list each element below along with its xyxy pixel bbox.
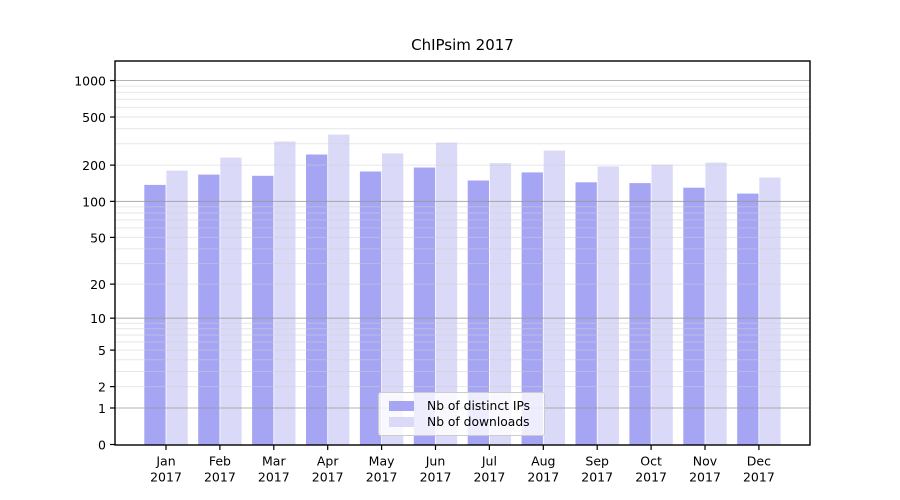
- y-tick-label-5: 5: [98, 343, 106, 358]
- x-tick-label-year-sep: 2017: [581, 470, 613, 485]
- bar-mar-downloads: [274, 141, 296, 445]
- bar-oct-distinct-ips: [629, 183, 651, 445]
- legend-item-downloads: Nb of downloads: [389, 416, 538, 428]
- bar-feb-downloads: [220, 157, 242, 445]
- bar-aug-distinct-ips: [521, 172, 543, 445]
- bar-jan-distinct-ips: [144, 184, 166, 445]
- x-tick-label-month-aug: Aug: [531, 454, 555, 469]
- x-tick-label-year-jun: 2017: [420, 470, 452, 485]
- x-tick-label-year-jan: 2017: [150, 470, 182, 485]
- bar-mar-distinct-ips: [252, 175, 274, 446]
- x-tick-label-year-aug: 2017: [527, 470, 559, 485]
- bar-may-distinct-ips: [359, 171, 382, 445]
- y-tick-label-20: 20: [90, 277, 106, 292]
- x-tick-label-year-dec: 2017: [743, 470, 775, 485]
- legend-label-downloads: Nb of downloads: [427, 414, 530, 429]
- bar-jul-downloads: [489, 163, 512, 445]
- y-tick-label-1000: 1000: [74, 74, 106, 89]
- y-tick-label-1: 1: [98, 401, 106, 416]
- bar-apr-downloads: [328, 134, 350, 445]
- bar-sep-downloads: [597, 166, 619, 445]
- y-tick-label-0: 0: [98, 438, 106, 453]
- bar-apr-distinct-ips: [306, 154, 328, 445]
- legend-label-distinct-ips: Nb of distinct IPs: [427, 398, 531, 413]
- y-tick-label-100: 100: [82, 194, 106, 209]
- y-tick-label-200: 200: [82, 158, 106, 173]
- x-tick-label-year-mar: 2017: [258, 470, 290, 485]
- bar-oct-downloads: [651, 164, 673, 445]
- bar-dec-distinct-ips: [737, 193, 759, 445]
- x-tick-label-month-jul: Jul: [481, 454, 497, 469]
- bar-jan-downloads: [166, 170, 188, 445]
- bar-jul-distinct-ips: [467, 180, 489, 445]
- legend-swatch-downloads: [389, 417, 414, 428]
- x-tick-label-month-nov: Nov: [693, 454, 718, 469]
- x-tick-label-month-jun: Jun: [425, 454, 446, 469]
- bar-sep-distinct-ips: [575, 182, 597, 446]
- y-tick-label-50: 50: [90, 230, 106, 245]
- bar-aug-downloads: [543, 150, 565, 445]
- x-tick-label-month-apr: Apr: [317, 454, 339, 469]
- y-tick-label-10: 10: [90, 311, 106, 326]
- bar-dec-downloads: [759, 177, 781, 445]
- x-tick-label-month-oct: Oct: [640, 454, 662, 469]
- x-tick-label-month-sep: Sep: [585, 454, 609, 469]
- legend-swatch-distinct-ips: [389, 400, 414, 411]
- y-tick-label-2: 2: [98, 380, 106, 395]
- legend-item-distinct-ips: Nb of distinct IPs: [389, 398, 538, 413]
- y-tick-label-500: 500: [82, 110, 106, 125]
- x-tick-label-month-jan: Jan: [155, 454, 175, 469]
- bar-may-downloads: [382, 153, 404, 445]
- bar-feb-distinct-ips: [198, 174, 220, 445]
- plot-border: [114, 60, 811, 446]
- x-tick-label-year-oct: 2017: [635, 470, 667, 485]
- x-tick-label-year-nov: 2017: [689, 470, 721, 485]
- x-tick-label-month-dec: Dec: [747, 454, 771, 469]
- x-tick-label-year-apr: 2017: [312, 470, 344, 485]
- bar-nov-distinct-ips: [683, 187, 705, 445]
- bar-jun-downloads: [435, 142, 458, 445]
- x-tick-label-year-may: 2017: [366, 470, 398, 485]
- bar-nov-downloads: [705, 162, 727, 445]
- chart-title: ChIPsim 2017: [411, 36, 514, 54]
- x-tick-label-month-feb: Feb: [209, 454, 231, 469]
- x-tick-label-month-mar: Mar: [262, 454, 286, 469]
- x-tick-label-year-feb: 2017: [204, 470, 236, 485]
- legend: Nb of distinct IPs Nb of downloads: [378, 392, 545, 436]
- bar-jun-distinct-ips: [413, 167, 436, 445]
- x-tick-label-month-may: May: [369, 454, 395, 469]
- x-tick-label-year-jul: 2017: [473, 470, 505, 485]
